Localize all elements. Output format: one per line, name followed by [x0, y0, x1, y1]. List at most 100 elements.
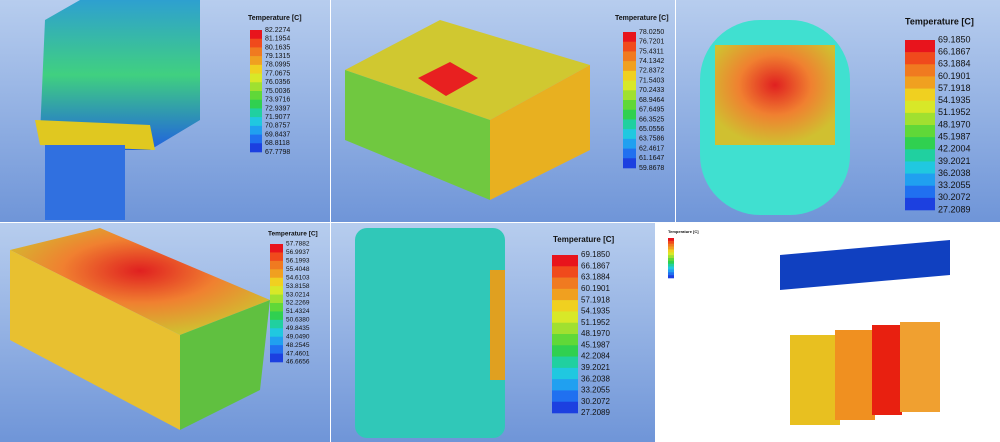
colorbar-band: [250, 56, 262, 66]
colorbar-label: 82.2274: [265, 27, 290, 34]
colorbar-band: [270, 336, 283, 346]
colorbar-band: [552, 345, 578, 357]
fin-front: [10, 250, 180, 430]
colorbar-band: [668, 272, 674, 276]
colorbar-label: 57.1918: [581, 295, 610, 304]
colorbar-band: [668, 240, 674, 245]
colorbar-band: [552, 277, 578, 290]
enclosure: [355, 228, 505, 438]
colorbar-band: [623, 32, 636, 43]
block-top: [345, 20, 590, 120]
block-front: [345, 70, 490, 200]
colorbar-band: [668, 266, 674, 270]
colorbar-band: [623, 41, 636, 52]
colorbar-band: [552, 379, 578, 391]
colorbar-band: [552, 322, 578, 335]
colorbar-band: [905, 149, 935, 162]
colorbar-band: [250, 125, 262, 135]
colorbar-band: [905, 137, 935, 150]
base-plate: [35, 120, 155, 150]
colorbar-band: [905, 76, 935, 89]
colorbar-label: 36.2038: [581, 374, 610, 383]
colorbar-label: 56.9937: [286, 249, 310, 256]
colorbar-band: [270, 260, 283, 270]
colorbar-band: [552, 401, 578, 414]
colorbar-label: 72.8372: [639, 68, 664, 75]
colorbar-band: [250, 82, 262, 92]
colorbar-label: 50.6380: [286, 317, 310, 324]
colorbar-band: [552, 367, 578, 380]
colorbar-band: [270, 345, 283, 354]
colorbar-band: [623, 158, 636, 169]
colorbar-band: [552, 300, 578, 312]
colorbar-label: 68.8118: [265, 140, 290, 147]
colorbar-band: [623, 70, 636, 81]
hotspot: [418, 62, 478, 96]
colorbar-band: [250, 30, 262, 40]
colorbar-label: 62.4617: [639, 145, 664, 152]
colorbar-label: 60.1901: [581, 284, 610, 293]
colorbar-band: [668, 255, 674, 259]
colorbar-band: [250, 38, 262, 48]
colorbar-label: 79.1315: [265, 53, 290, 60]
colorbar-band: [623, 119, 636, 130]
colorbar-band: [270, 328, 283, 338]
colorbar-label: 60.1901: [938, 71, 971, 81]
colorbar-band: [552, 390, 578, 403]
colorbar-label: 66.3525: [639, 116, 664, 123]
colorbar-label: 63.7586: [639, 136, 664, 143]
colorbar-band: [905, 100, 935, 114]
colorbar-label: 39.2021: [581, 363, 610, 372]
colorbar-band: [552, 356, 578, 369]
colorbar-label: 53.8158: [286, 283, 310, 290]
colorbar-band: [270, 319, 283, 329]
colorbar-label: 51.1952: [938, 107, 971, 117]
colorbar-label: 67.7798: [265, 149, 290, 156]
colorbar-label: 65.0556: [639, 126, 664, 133]
colorbar-label: 48.1970: [938, 119, 971, 129]
colorbar-label: 27.2089: [938, 204, 971, 214]
colorbar-label: 66.1867: [581, 261, 610, 270]
colorbar-band: [905, 40, 935, 53]
colorbar-band: [623, 109, 636, 120]
colorbar-label: 45.1987: [938, 132, 971, 142]
colorbar-label: 49.0490: [286, 333, 310, 340]
colorbar-band: [250, 134, 262, 144]
colorbar-band: [250, 73, 262, 83]
colorbar-band: [905, 112, 935, 126]
colorbar-band: [623, 148, 636, 159]
colorbar-band: [270, 244, 283, 253]
plate: [872, 325, 902, 415]
colorbar-label: 49.8435: [286, 325, 310, 332]
fin-top: [10, 228, 270, 335]
colorbar-label: 51.4324: [286, 308, 310, 315]
colorbar-label: 76.7201: [639, 39, 664, 46]
colorbar-label: 72.9397: [265, 105, 290, 112]
colorbar-label: 56.1993: [286, 258, 310, 265]
colorbar-label: 54.6103: [286, 274, 310, 281]
colorbar-label: 48.1970: [581, 329, 610, 338]
colorbar-band: [623, 100, 636, 111]
manifold: [780, 240, 950, 290]
colorbar-label: 66.1867: [938, 47, 971, 57]
colorbar-label: 42.2084: [581, 352, 610, 361]
colorbar-label: 63.1884: [581, 273, 610, 282]
colorbar-label: 78.0250: [639, 29, 664, 36]
colorbar-band: [905, 64, 935, 77]
colorbar-label: 46.6656: [286, 359, 310, 366]
colorbar-label: 80.1635: [265, 44, 290, 51]
colorbar-band: [623, 51, 636, 62]
colorbar-band: [270, 286, 283, 295]
colorbar-label: 78.0995: [265, 62, 290, 69]
colorbar-band: [270, 252, 283, 262]
colorbar-label: 47.4601: [286, 350, 310, 357]
colorbar-band: [668, 260, 674, 265]
plate: [790, 335, 840, 425]
colorbar-label: 33.2055: [581, 386, 610, 395]
colorbar-band: [623, 129, 636, 140]
colorbar-label: 71.5403: [639, 77, 664, 84]
colorbar-label: 71.9077: [265, 114, 290, 121]
legend-title: Temperature [C]: [268, 231, 318, 238]
colorbar-band: [270, 311, 283, 321]
colorbar-band: [668, 252, 674, 256]
